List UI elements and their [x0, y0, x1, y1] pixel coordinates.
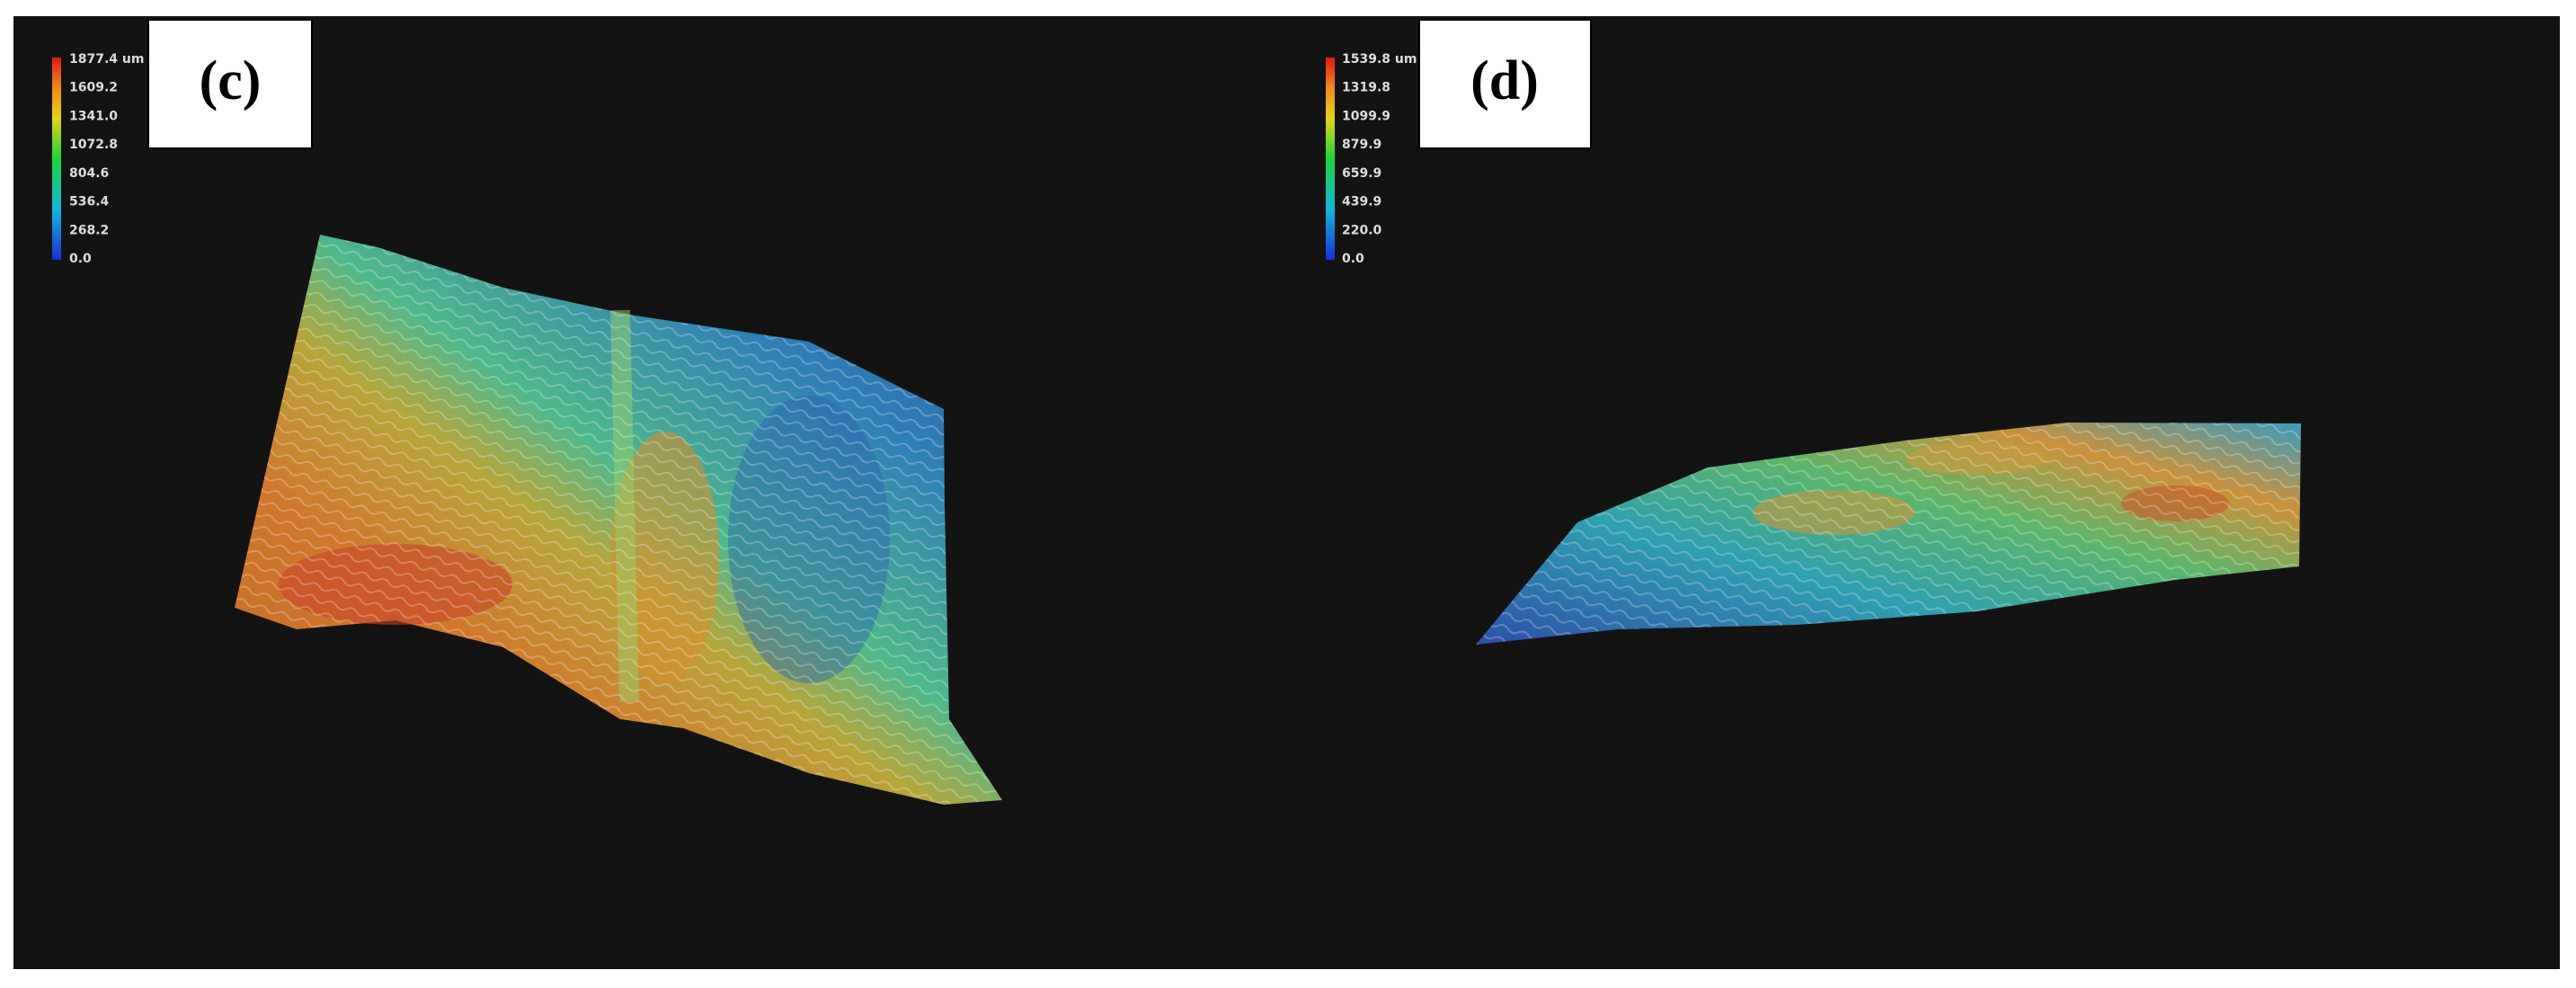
- colorbar-label: 536.4: [69, 195, 110, 209]
- surface-c: [235, 235, 1002, 805]
- colorbar-label: 0.0: [1342, 252, 1364, 266]
- colorbar-label: 1319.8: [1342, 81, 1390, 95]
- colorbar-label: 659.9: [1342, 166, 1381, 181]
- colorbar-label: 1072.8: [69, 138, 118, 152]
- colorbar-label: 220.0: [1342, 223, 1382, 237]
- colorbar-label: 1099.9: [1342, 109, 1390, 123]
- colorbar-labels: 1877.4 um 1609.2 1341.0 1072.8 804.6 536.4 268…: [69, 52, 144, 266]
- colorbar-labels: 1539.8 um 1319.8 1099.9 879.9 659.9 439.9 220.…: [1342, 52, 1417, 266]
- colorbar-label: 1877.4 um: [69, 52, 144, 67]
- colorbar-label: 1341.0: [69, 109, 118, 123]
- colorbar-label: 268.2: [69, 223, 109, 237]
- colorbar: [1326, 58, 1335, 260]
- colorbar-label: 1539.8 um: [1342, 52, 1417, 67]
- colorbar: [52, 58, 61, 260]
- colorbar-label: 0.0: [69, 252, 92, 266]
- panel-label: (c): [200, 50, 262, 111]
- colorbar-label: 1609.2: [69, 81, 118, 95]
- colorbar-label: 439.9: [1342, 195, 1381, 209]
- label-box: [147, 19, 313, 149]
- panel-label: (d): [1470, 50, 1539, 111]
- label-box: [1418, 19, 1592, 149]
- colorbar-label: 804.6: [69, 166, 109, 181]
- surface-d: [1476, 423, 2301, 645]
- colorbar-label: 879.9: [1342, 138, 1381, 152]
